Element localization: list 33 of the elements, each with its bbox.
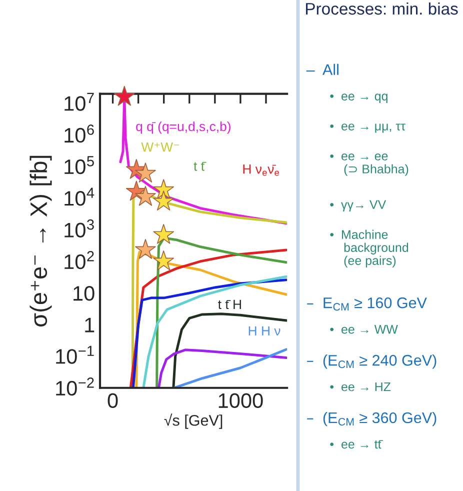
y-tick-label: 10$^{2}$	[64, 251, 94, 270]
series-label: q q̄ (q=u,d,s,c,b)	[136, 121, 230, 134]
x-tick-label: 1000	[218, 393, 263, 408]
y-tick-label: 10$^{−1}$	[56, 346, 94, 364]
text: – (E$_{CM}$ ≥ 240 GeV)	[307, 354, 436, 369]
y-tick-label: 10$^{3}$	[64, 219, 94, 238]
y-tick-label: 1	[85, 318, 94, 332]
text: H ν$_{e}$ν̄$_{e}$	[243, 164, 280, 176]
y-tick-label: 10$^{6}$	[64, 124, 94, 143]
text: t t̄	[194, 162, 206, 171]
text: • Machine background (ee pairs)	[330, 230, 408, 268]
y-tick-label: 10$^{5}$	[64, 156, 94, 174]
text: Processes: min. bias	[306, 2, 458, 15]
text: • ee → μμ, ττ	[330, 124, 406, 133]
y-tick-label: 10$^{7}$	[64, 92, 94, 111]
text: • γγ→ VV	[330, 200, 386, 212]
text: – E$_{CM}$ ≥ 160 GeV	[307, 297, 427, 311]
text: • ee → HZ	[330, 382, 391, 392]
text: – All	[306, 64, 338, 75]
text: • ee → ee (⊃ Bhabha)	[330, 154, 408, 176]
x-axis-title: √s [GeV]	[164, 414, 222, 429]
y-tick-label: 10	[74, 286, 94, 301]
y-tick-label: 10$^{4}$	[64, 188, 94, 206]
text: W⁺W⁻	[141, 142, 180, 152]
x-tick-label: 0	[108, 393, 118, 408]
y-tick-label: 10$^{−2}$	[56, 378, 94, 396]
text: • ee → WW	[330, 325, 398, 334]
series-label: t t̄ H	[218, 300, 241, 310]
text: • ee → qq	[330, 94, 388, 103]
text: – (E$_{CM}$ ≥ 360 GeV)	[307, 412, 436, 426]
series-label: H H ν	[248, 326, 280, 336]
text: • ee → tt̄	[330, 440, 383, 449]
y-axis-title: σ(e⁺e⁻ → X) [fb]	[30, 156, 52, 327]
